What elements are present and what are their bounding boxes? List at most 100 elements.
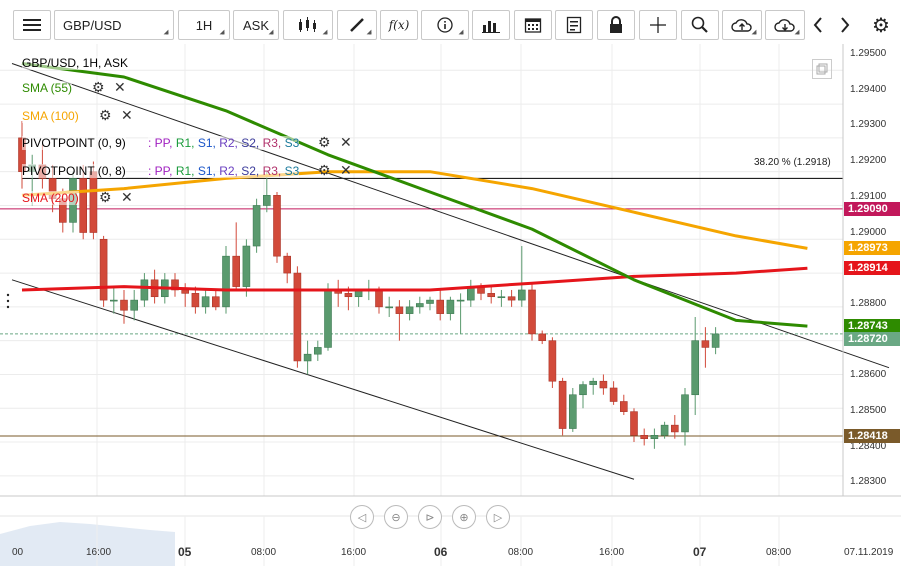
indicator-remove-icon[interactable]: ✕ bbox=[114, 79, 126, 95]
chevron-right-icon bbox=[841, 17, 850, 33]
info-button[interactable] bbox=[421, 10, 469, 40]
chart-area[interactable]: GBP/USD, 1H, ASK SMA (55) ⚙ ✕ SMA (100) ⚙ ✕ PI… bbox=[0, 44, 901, 566]
x-tick-label: 08:00 bbox=[766, 547, 792, 558]
y-tick-label: 1.29000 bbox=[850, 226, 887, 238]
candle-body bbox=[436, 299, 445, 314]
menu-button[interactable] bbox=[13, 10, 51, 40]
price-type-select[interactable]: ASK bbox=[233, 10, 279, 40]
next-button[interactable] bbox=[834, 10, 856, 40]
indicator-remove-icon[interactable]: ✕ bbox=[121, 107, 133, 123]
bar-chart-icon bbox=[482, 21, 500, 33]
y-tick-label: 1.28800 bbox=[850, 297, 887, 309]
candle-body bbox=[446, 299, 455, 314]
settings-button[interactable]: ⚙ bbox=[868, 10, 894, 40]
triangle-right-icon: ▷ bbox=[493, 511, 503, 524]
chevron-left-icon bbox=[813, 17, 822, 33]
y-tick-label: 1.28300 bbox=[850, 476, 887, 488]
navigator-area bbox=[0, 522, 175, 566]
download-button[interactable] bbox=[765, 10, 805, 40]
hamburger-icon bbox=[23, 19, 41, 31]
pivot-level-r1: R1 bbox=[175, 164, 192, 178]
price-chart[interactable] bbox=[0, 44, 901, 566]
fullscreen-icon bbox=[816, 63, 828, 75]
timeframe-label: 1H bbox=[195, 17, 213, 33]
candlestick-icon bbox=[299, 17, 316, 32]
price-tag: 1.28418 bbox=[844, 428, 900, 443]
draw-tool-button[interactable] bbox=[337, 10, 377, 40]
lock-button[interactable] bbox=[597, 10, 635, 40]
bar-chart-button[interactable] bbox=[472, 10, 510, 40]
pivot-level-r1: R1 bbox=[175, 136, 192, 150]
candle-body bbox=[609, 387, 618, 402]
chart-type-button[interactable] bbox=[283, 10, 333, 40]
candle-body bbox=[262, 195, 271, 206]
report-button[interactable] bbox=[555, 10, 593, 40]
pivot-level-pp: PP bbox=[154, 164, 170, 178]
indicator-remove-icon[interactable]: ✕ bbox=[340, 162, 352, 178]
triangle-left-icon: ◁ bbox=[357, 511, 367, 524]
candle-body bbox=[426, 299, 434, 304]
x-tick-label: 08:00 bbox=[251, 547, 277, 558]
candle-body bbox=[650, 435, 659, 439]
sma-100-line bbox=[21, 170, 808, 250]
info-icon bbox=[437, 17, 453, 33]
candle-body bbox=[568, 394, 577, 429]
y-tick-label: 1.28500 bbox=[850, 405, 887, 416]
candle-body bbox=[579, 384, 587, 396]
pivot-level-r2: R2 bbox=[219, 164, 235, 178]
indicator-remove-icon[interactable]: ✕ bbox=[121, 189, 133, 205]
candle-body bbox=[130, 299, 138, 311]
crosshair-icon bbox=[650, 17, 666, 33]
calendar-button[interactable] bbox=[514, 10, 552, 40]
candle-body bbox=[507, 296, 516, 301]
pivot-level-pp: PP bbox=[154, 136, 170, 150]
candle-body bbox=[140, 279, 149, 301]
x-tick-label: 16:00 bbox=[86, 547, 112, 558]
indicator-label: SMA (55) bbox=[22, 81, 73, 95]
x-tick-label: 05 bbox=[178, 545, 192, 559]
upload-button[interactable] bbox=[722, 10, 762, 40]
indicators-button[interactable]: f(x) bbox=[380, 10, 418, 40]
indicator-settings-icon[interactable]: ⚙ bbox=[318, 134, 331, 150]
trend-line bbox=[11, 279, 635, 480]
prev-button[interactable] bbox=[807, 10, 829, 40]
candle-body bbox=[212, 296, 220, 308]
indicator-settings-icon[interactable]: ⚙ bbox=[92, 79, 105, 95]
candle-body bbox=[670, 424, 679, 433]
candle-body bbox=[181, 289, 189, 294]
reset-button[interactable]: ⊳ bbox=[418, 505, 442, 529]
x-tick-label: 08:00 bbox=[508, 547, 534, 558]
y-tick-label: 1.29200 bbox=[850, 155, 887, 167]
symbol-label: GBP/USD bbox=[63, 18, 122, 33]
pivot-levels: : PP, R1, S1, R2, S2, R3, S3 bbox=[148, 136, 300, 150]
y-tick-label: 1.29500 bbox=[850, 48, 887, 59]
price-type-label: ASK bbox=[242, 17, 269, 33]
cloud-download-icon bbox=[774, 19, 795, 32]
candle-body bbox=[660, 424, 669, 436]
zoom-icon bbox=[691, 16, 708, 33]
zoom-out-button[interactable]: ⊖ bbox=[384, 505, 408, 529]
zoom-in-icon: ⊕ bbox=[459, 511, 469, 524]
indicator-settings-icon[interactable]: ⚙ bbox=[318, 162, 331, 178]
drag-handle[interactable] bbox=[6, 292, 10, 312]
zoom-button[interactable] bbox=[681, 10, 719, 40]
symbol-select[interactable]: GBP/USD bbox=[54, 10, 174, 40]
candle-body bbox=[120, 299, 128, 311]
gear-icon: ⚙ bbox=[872, 14, 890, 37]
indicator-settings-icon[interactable]: ⚙ bbox=[99, 107, 112, 123]
candle-body bbox=[538, 333, 547, 341]
scroll-left-button[interactable]: ◁ bbox=[350, 505, 374, 529]
fullscreen-button[interactable] bbox=[812, 59, 832, 79]
indicator-remove-icon[interactable]: ✕ bbox=[340, 134, 352, 150]
fx-icon: f(x) bbox=[388, 18, 410, 32]
candle-body bbox=[273, 195, 281, 257]
scroll-right-button[interactable]: ▷ bbox=[486, 505, 510, 529]
candle-body bbox=[293, 272, 302, 362]
indicator-settings-icon[interactable]: ⚙ bbox=[99, 189, 112, 205]
crosshair-button[interactable] bbox=[639, 10, 677, 40]
candle-body bbox=[589, 380, 598, 385]
candle-body bbox=[324, 289, 332, 348]
candle-body bbox=[517, 289, 526, 301]
timeframe-select[interactable]: 1H bbox=[178, 10, 230, 40]
zoom-in-button[interactable]: ⊕ bbox=[452, 505, 476, 529]
